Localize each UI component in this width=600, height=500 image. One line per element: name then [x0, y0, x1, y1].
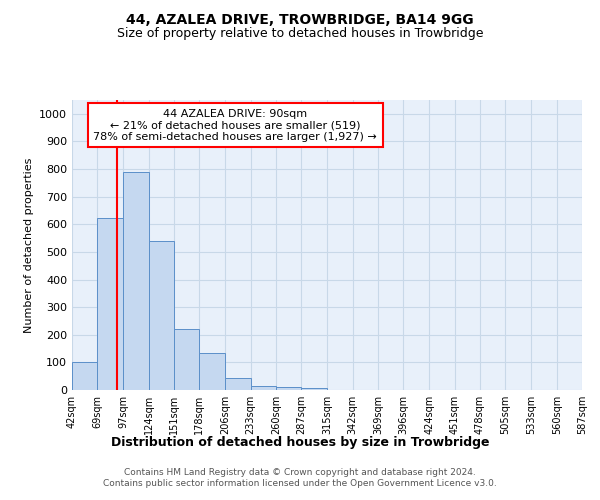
Bar	[174, 329, 199, 390]
Bar	[124, 172, 149, 390]
Bar	[199, 354, 224, 390]
Bar	[301, 388, 326, 390]
Text: Distribution of detached houses by size in Trowbridge: Distribution of detached houses by size …	[111, 436, 489, 449]
Text: Size of property relative to detached houses in Trowbridge: Size of property relative to detached ho…	[117, 28, 483, 40]
Text: 44, AZALEA DRIVE, TROWBRIDGE, BA14 9GG: 44, AZALEA DRIVE, TROWBRIDGE, BA14 9GG	[126, 12, 474, 26]
Bar	[276, 387, 301, 390]
Bar	[251, 386, 276, 390]
Bar	[72, 362, 97, 390]
Text: Contains HM Land Registry data © Crown copyright and database right 2024.
Contai: Contains HM Land Registry data © Crown c…	[103, 468, 497, 487]
Bar	[226, 378, 251, 390]
Y-axis label: Number of detached properties: Number of detached properties	[23, 158, 34, 332]
Bar	[149, 241, 174, 390]
Bar	[97, 218, 122, 390]
Text: 44 AZALEA DRIVE: 90sqm
← 21% of detached houses are smaller (519)
78% of semi-de: 44 AZALEA DRIVE: 90sqm ← 21% of detached…	[94, 108, 377, 142]
